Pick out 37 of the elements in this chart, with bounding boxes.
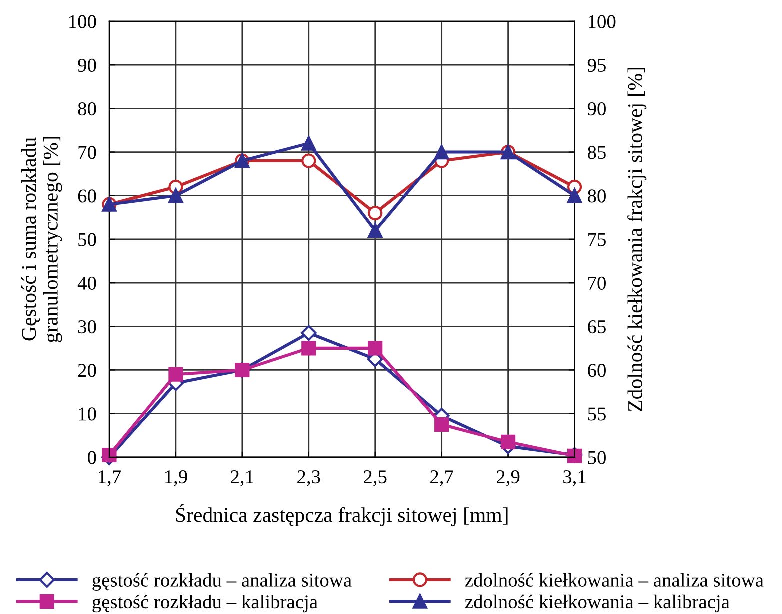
- x-tick-label: 2,5: [364, 470, 387, 486]
- y-tick-label: 40: [78, 276, 96, 290]
- y2-tick-label: 75: [588, 233, 606, 246]
- y2-tick-label: 55: [588, 408, 606, 421]
- y2-tick-label: 85: [588, 146, 606, 160]
- y2-tick-label: 70: [588, 276, 606, 290]
- x-tick-label: 3,1: [564, 470, 586, 486]
- y2-tick-label: 65: [588, 320, 606, 334]
- x-tick-label: 2,3: [298, 470, 320, 486]
- x-axis-title: Średnica zastępcza frakcji sitowej [mm]: [176, 504, 508, 526]
- legend-label: zdolność kiełkowania – analiza sitowa: [465, 573, 764, 587]
- x-tick-label: 2,7: [430, 470, 454, 486]
- y-tick-label: 10: [79, 408, 96, 421]
- y2-tick-label: 95: [588, 58, 606, 72]
- y2-tick-label: 60: [588, 364, 606, 378]
- y2-tick-label: 50: [588, 451, 606, 464]
- x-tick-label: 1,9: [166, 470, 188, 486]
- y-tick-label: 70: [78, 146, 96, 160]
- y-tick-label: 100: [70, 15, 96, 28]
- y2-tick-label: 100: [588, 15, 616, 28]
- y-axis-title: Gęstość i suma rozkładu granulometrycznego [%]: [21, 137, 62, 342]
- legend-label: gęstość rozkładu – kalibracja: [92, 594, 318, 613]
- legend-label: zdolność kiełkowania – kalibracja: [465, 594, 730, 613]
- y2-axis-title: Zdolność kiełkowania frakcji sitowej [%]: [628, 68, 647, 412]
- x-tick-label: 1,7: [99, 470, 122, 486]
- y2-tick-label: 90: [588, 102, 606, 116]
- legend-label: gęstość rozkładu – analiza sitowa: [92, 573, 352, 591]
- y-tick-label: 30: [78, 320, 96, 334]
- x-tick-label: 2,1: [231, 470, 254, 486]
- y-tick-label: 50: [78, 233, 96, 246]
- y-tick-label: 0: [88, 451, 96, 464]
- y-tick-label: 60: [78, 190, 96, 203]
- y-tick-label: 20: [78, 364, 96, 378]
- x-tick-label: 2,9: [497, 470, 520, 486]
- y-tick-label: 80: [78, 102, 96, 116]
- y-tick-label: 90: [78, 58, 96, 72]
- y2-tick-label: 80: [588, 190, 606, 203]
